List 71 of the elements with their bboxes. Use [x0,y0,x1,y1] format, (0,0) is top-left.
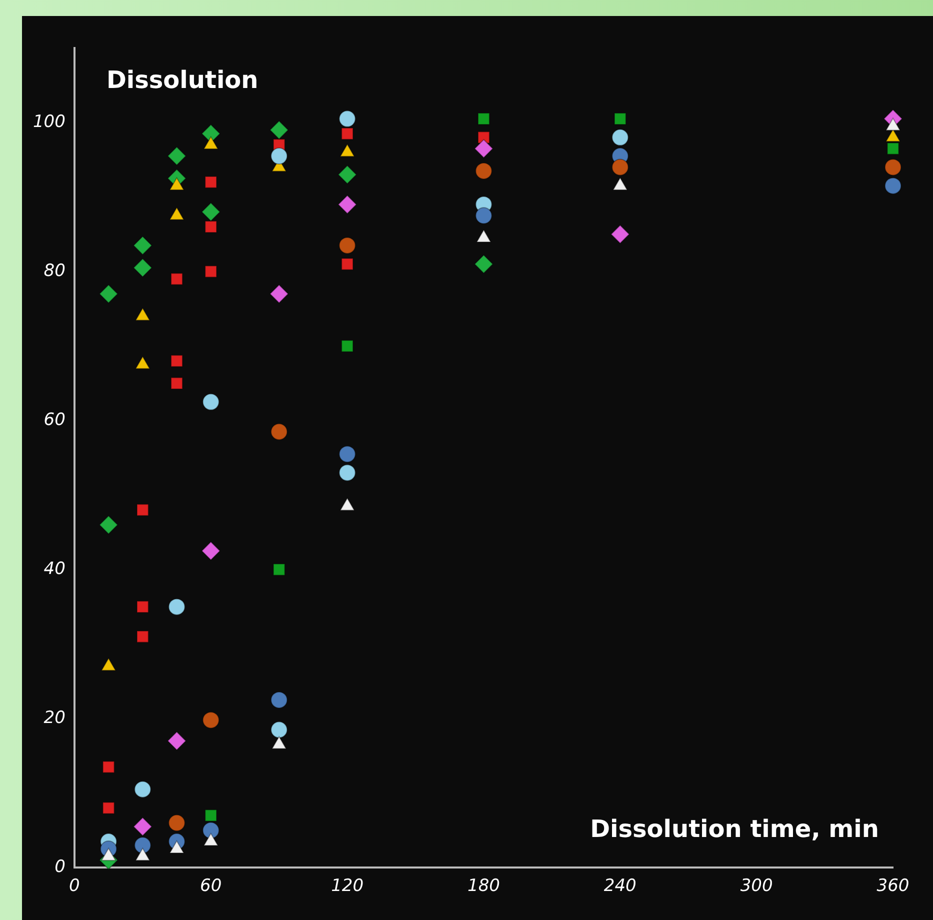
point [170,377,183,390]
point [341,128,354,140]
point [474,139,494,158]
point [478,112,490,125]
point [204,809,218,822]
point [102,802,115,814]
point [204,265,218,278]
point [133,258,152,278]
y-axis-title: Dissolution [106,66,258,94]
point [202,393,220,410]
point [338,194,357,214]
point [270,284,289,304]
point [270,691,288,708]
x-tick-label: 60 [200,876,222,896]
x-tick-label: 180 [467,876,500,896]
point [270,120,289,140]
point [338,110,356,128]
x-tick-label: 240 [604,876,636,896]
point [338,165,357,184]
point [133,236,152,255]
point [167,731,186,750]
point [102,760,115,774]
point [168,598,186,616]
point [475,207,492,224]
x-axis-title: Dissolution time, min [590,814,879,843]
point [610,224,630,244]
point [204,220,218,233]
point [338,446,356,463]
point [612,158,629,176]
point [170,354,183,368]
point [884,177,902,194]
point [202,822,220,839]
point [341,258,354,270]
point [136,504,149,516]
point [270,721,288,738]
point [134,780,152,798]
point [202,712,220,729]
point [99,515,118,534]
point [612,128,629,146]
y-tick-label: 20 [44,708,66,728]
point [474,254,494,274]
x-tick-label: 360 [876,876,910,896]
point [170,272,183,286]
point [475,162,492,180]
point [338,236,356,254]
point [614,112,626,125]
point [133,817,152,836]
y-tick-label: 80 [44,260,66,281]
point [99,284,118,304]
point [167,146,186,166]
point [270,423,288,440]
point [338,464,356,482]
point [272,563,286,576]
x-tick-label: 0 [69,876,80,896]
point [270,148,288,165]
point [204,176,218,188]
point [201,202,220,222]
point [136,630,149,643]
y-tick-label: 0 [54,857,66,878]
point [341,340,354,352]
point [201,541,220,560]
point [884,158,902,176]
x-tick-label: 300 [740,876,773,896]
y-tick-label: 100 [32,112,66,132]
y-tick-label: 40 [44,558,66,579]
y-tick-label: 60 [44,410,66,430]
point [136,600,149,613]
x-tick-label: 120 [331,876,364,896]
point [886,142,900,155]
point [134,836,152,854]
point [168,814,186,832]
